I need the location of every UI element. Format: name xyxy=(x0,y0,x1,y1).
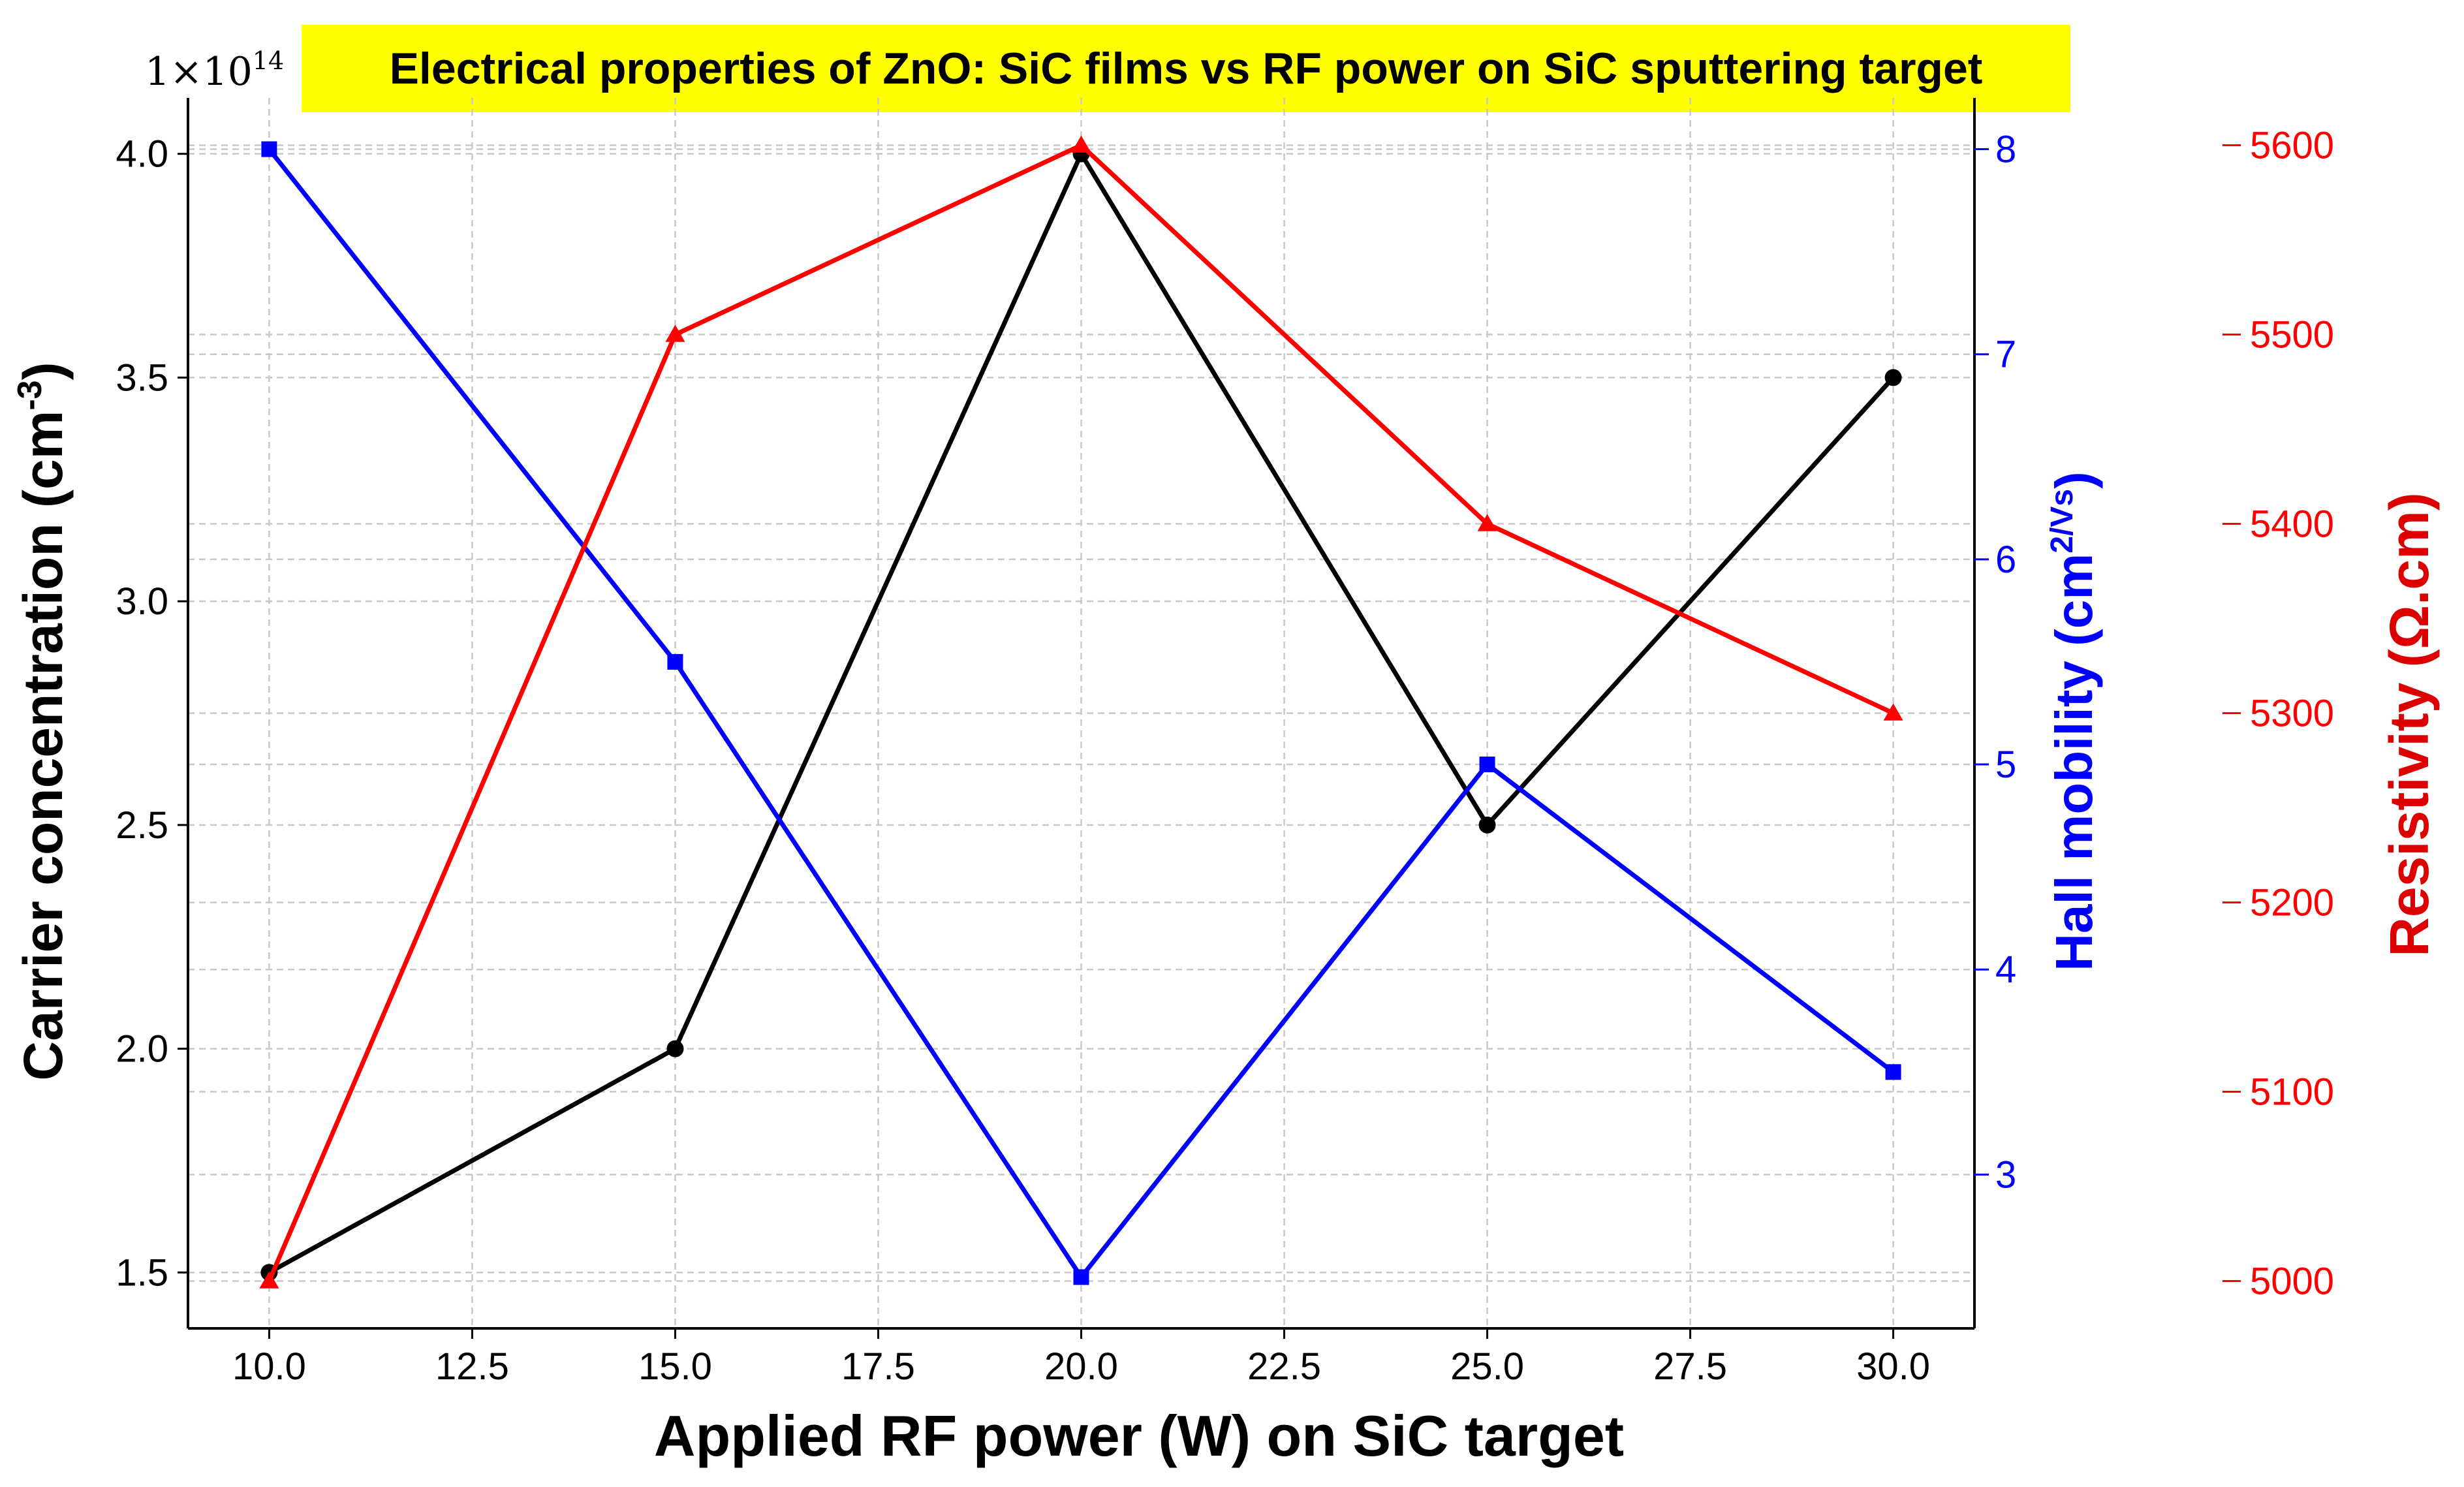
right1-tick-label: 4 xyxy=(1995,948,2016,991)
data-point-left xyxy=(666,1040,684,1057)
data-point-left xyxy=(1478,816,1496,834)
title-banner xyxy=(302,25,2070,112)
series-layer xyxy=(259,135,1903,1289)
data-point-right2 xyxy=(259,1271,279,1289)
data-point-right1 xyxy=(1885,1064,1901,1080)
x-tick-label: 27.5 xyxy=(1653,1345,1727,1388)
x-tick-label: 25.0 xyxy=(1450,1345,1524,1388)
data-point-right2 xyxy=(1883,703,1903,721)
data-point-left xyxy=(1884,369,1902,386)
left-tick-label: 4.0 xyxy=(116,133,168,176)
left-axis-label: Carrier concentration (cm-3) xyxy=(11,362,74,1080)
x-tick-label: 30.0 xyxy=(1856,1345,1930,1388)
data-point-right1 xyxy=(1479,757,1495,773)
x-tick-label: 17.5 xyxy=(841,1345,915,1388)
x-tick-label: 22.5 xyxy=(1247,1345,1321,1388)
left-tick-label: 3.0 xyxy=(116,580,168,623)
x-axis-label: Applied RF power (W) on SiC target xyxy=(654,1403,1624,1468)
data-point-right2 xyxy=(1071,135,1091,153)
data-point-right1 xyxy=(1073,1269,1089,1285)
data-point-right2 xyxy=(665,324,685,342)
x-tick-label: 12.5 xyxy=(435,1345,509,1388)
left-axis-offset: 1×1014 xyxy=(145,46,284,95)
right2-tick-label: 5200 xyxy=(2250,882,2334,924)
right1-axis-label: Hall mobility (cm2/Vs) xyxy=(2045,471,2103,971)
left-tick-label: 3.5 xyxy=(116,356,168,399)
x-tick-label: 20.0 xyxy=(1044,1345,1118,1388)
right2-tick-label: 5000 xyxy=(2250,1260,2334,1303)
right2-tick-label: 5400 xyxy=(2250,503,2334,546)
x-tick-label: 10.0 xyxy=(232,1345,306,1388)
right2-tick-label: 5600 xyxy=(2250,125,2334,167)
left-tick-label: 2.0 xyxy=(116,1028,168,1071)
data-point-right1 xyxy=(261,141,277,157)
right2-tick-label: 5500 xyxy=(2250,314,2334,356)
right2-axis-label: Resistivity (Ω.cm) xyxy=(2378,492,2440,957)
left-tick-label: 2.5 xyxy=(116,804,168,847)
data-point-right1 xyxy=(667,653,683,670)
x-tick-label: 15.0 xyxy=(638,1345,712,1388)
right1-tick-label: 6 xyxy=(1995,539,2016,581)
grid xyxy=(188,98,1974,1328)
right1-tick-label: 8 xyxy=(1995,129,2016,171)
right1-tick-label: 3 xyxy=(1995,1153,2016,1196)
right1-tick-label: 5 xyxy=(1995,744,2016,786)
axes: 10.0 12.5 15.0 17.5 20.0 22.5 25.0 27.5 30.0 1.5 2… xyxy=(116,98,2334,1388)
right2-tick-label: 5100 xyxy=(2250,1071,2334,1114)
data-point-right2 xyxy=(1477,514,1497,531)
left-tick-label: 1.5 xyxy=(116,1251,168,1294)
right2-tick-label: 5300 xyxy=(2250,693,2334,735)
chart-title: Electrical properties of ZnO: SiC films … xyxy=(390,44,1983,93)
right1-tick-label: 7 xyxy=(1995,334,2016,376)
